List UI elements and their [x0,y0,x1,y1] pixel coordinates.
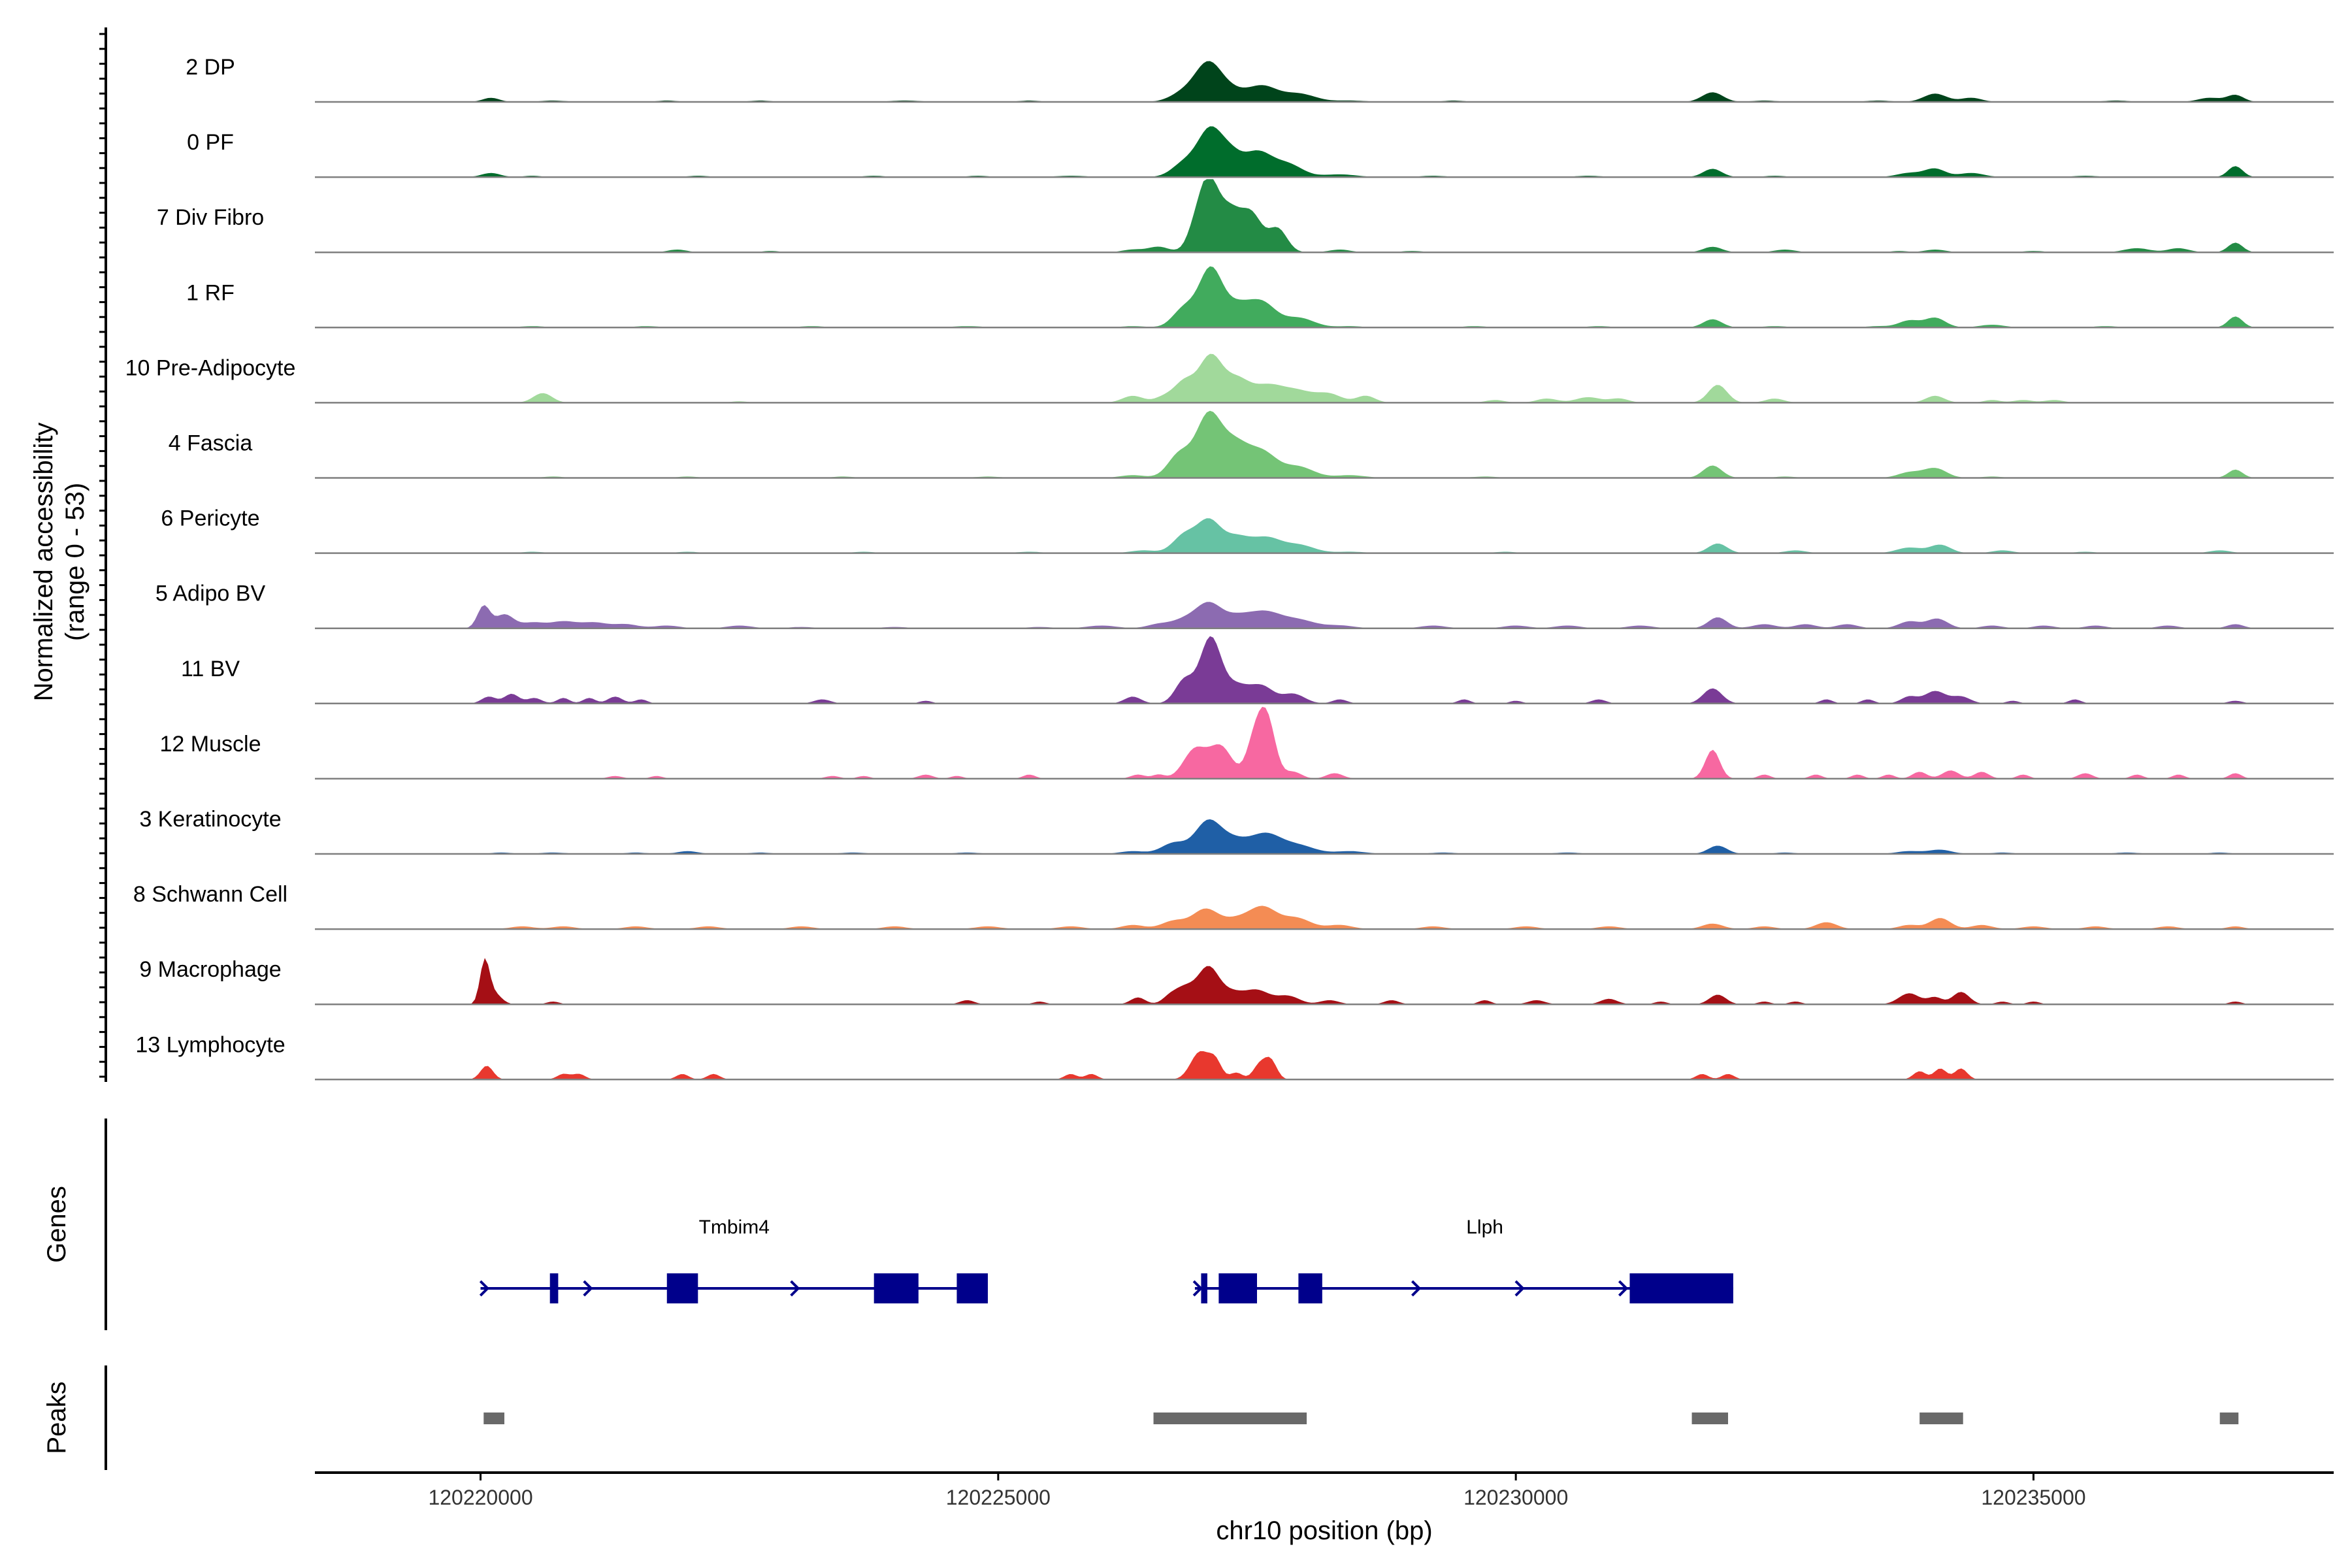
track-label: 4 Fascia [169,431,253,456]
track-label: 1 RF [186,280,235,305]
x-tick-label: 120230000 [1463,1486,1568,1509]
coverage-track: 8 Schwann Cell [133,882,2334,930]
coverage-y-ticks [99,33,106,1078]
gene-exon [666,1273,698,1303]
strand-arrow [1618,1280,1629,1297]
peak-region [1153,1413,1307,1424]
gene-exon [1629,1273,1733,1303]
gene-models: Tmbim4 Llph [479,1217,1733,1303]
track-label: 3 Keratinocyte [139,807,281,832]
track-label: 7 Div Fibro [157,205,264,230]
strand-arrow [1411,1280,1422,1297]
x-tick-label: 120225000 [946,1486,1051,1509]
strand-arrow [583,1280,593,1297]
track-label: 8 Schwann Cell [133,882,287,907]
track-label: 12 Muscle [160,732,261,757]
x-tick-label: 120235000 [1981,1486,2085,1509]
gene-exon [1201,1273,1207,1303]
genes-panel-title: Genes [42,1186,71,1263]
gene-model: Tmbim4 [479,1217,988,1303]
peak-regions [483,1413,2239,1424]
coverage-area [315,410,2334,478]
coverage-track: 0 PF [187,126,2334,178]
coverage-track: 9 Macrophage [139,957,2334,1005]
track-label: 11 BV [181,657,240,681]
gene-exon [1218,1273,1257,1303]
coverage-tracks: 2 DP 0 PF 7 Div Fibro 1 RF 10 Pre-Adipocyte 4… [125,55,2334,1081]
coverage-area [315,61,2334,102]
coverage-area [315,126,2334,178]
gene-label: Llph [1466,1217,1503,1238]
coverage-area [315,353,2334,403]
peak-region [1691,1413,1728,1424]
track-label: 9 Macrophage [139,957,281,982]
peaks-panel-title: Peaks [42,1381,71,1454]
y-axis-title-line1: Normalized accessibility [29,423,58,702]
coverage-track: 7 Div Fibro [157,179,2334,253]
coverage-area [315,958,2334,1005]
strand-arrow [790,1280,800,1297]
coverage-track: 4 Fascia [169,410,2334,479]
track-label: 13 Lymphocyte [135,1032,285,1057]
coverage-area [315,1051,2334,1080]
track-label: 6 Pericyte [161,506,259,531]
x-axis-title: chr10 position (bp) [1216,1516,1432,1545]
coverage-track: 1 RF [186,266,2334,329]
peak-region [1919,1413,1963,1424]
coverage-area [315,179,2334,253]
coverage-area [315,602,2334,629]
x-tick-label: 120220000 [428,1486,532,1509]
track-label: 2 DP [186,55,235,80]
coverage-track: 13 Lymphocyte [135,1032,2334,1081]
y-axis-title-line2: (range 0 - 53) [61,483,90,641]
coverage-area [315,706,2334,779]
strand-arrow [1192,1280,1203,1297]
strand-arrow [1514,1280,1525,1297]
gene-label: Tmbim4 [699,1217,770,1238]
coverage-track: 2 DP [186,55,2334,103]
gene-model: Llph [1192,1217,1733,1303]
peak-region [483,1413,504,1424]
coverage-area [315,636,2334,704]
coverage-track: 10 Pre-Adipocyte [125,353,2334,404]
gene-exon [874,1273,919,1303]
coverage-track: 3 Keratinocyte [139,807,2334,855]
peak-region [2219,1413,2239,1424]
gene-exon [956,1273,988,1303]
coverage-track: 12 Muscle [160,706,2334,780]
strand-arrow [479,1280,490,1297]
coverage-area [315,819,2334,854]
gene-exon [1298,1273,1322,1303]
coverage-track: 6 Pericyte [161,506,2334,554]
track-label: 0 PF [187,130,234,155]
coverage-area [315,266,2334,328]
coverage-track: 11 BV [181,636,2334,705]
track-label: 5 Adipo BV [155,581,266,606]
gene-exon [549,1273,559,1303]
coverage-track: 5 Adipo BV [155,581,2334,629]
coverage-area [315,518,2334,553]
x-axis-ticks: 120220000 120225000 120230000 120235000 [428,1473,2086,1509]
coverage-area [315,906,2334,930]
track-label: 10 Pre-Adipocyte [125,355,296,380]
